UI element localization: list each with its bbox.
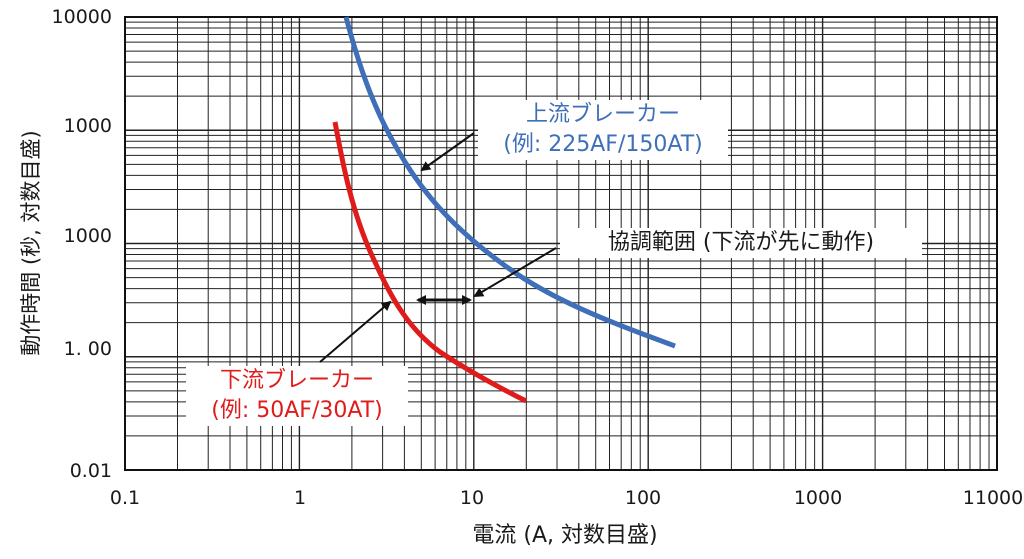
plot-frame xyxy=(124,16,998,471)
y-tick-label: 1000 xyxy=(63,225,112,247)
y-tick-label: 10000 xyxy=(51,6,112,28)
y-tick-label: 1. 00 xyxy=(63,338,112,360)
grid-lines xyxy=(124,17,997,471)
coordination-pointer-arrow xyxy=(473,247,557,298)
downstream-breaker-curve xyxy=(332,121,528,404)
upstream-breaker-label: 上流ブレーカー (例: 225AF/150AT) xyxy=(478,100,728,160)
y-tick-label: 0.01 xyxy=(69,460,112,482)
coordination-range-label: 協調範囲 (下流が先に動作) xyxy=(560,228,922,258)
x-tick-label: 11000 xyxy=(962,487,1024,509)
x-tick-label: 0.1 xyxy=(109,487,141,509)
x-axis-label: 電流 (A, 対数目盛) xyxy=(472,523,658,548)
coordination-range-text: 協調範囲 (下流が先に動作) xyxy=(607,230,875,255)
downstream-breaker-title: 下流ブレーカー xyxy=(219,368,374,393)
downstream-pointer-arrow xyxy=(319,300,392,363)
downstream-breaker-label: 下流ブレーカー (例: 50AF/30AT) xyxy=(186,366,408,426)
x-tick-label: 1 xyxy=(293,487,307,509)
upstream-breaker-example: (例: 225AF/150AT) xyxy=(503,132,703,157)
y-tick-label: 1000 xyxy=(63,115,112,137)
x-tick-label: 100 xyxy=(624,487,662,509)
x-tick-label: 10 xyxy=(459,487,485,509)
y-axis-label: 動作時間 (秒, 対数目盛) xyxy=(19,130,43,356)
upstream-breaker-title: 上流ブレーカー xyxy=(525,102,680,127)
upstream-pointer-arrow xyxy=(420,132,475,172)
downstream-breaker-example: (例: 50AF/30AT) xyxy=(211,398,383,423)
x-tick-label: 1000 xyxy=(793,487,843,509)
upstream-breaker-curve xyxy=(343,16,676,349)
